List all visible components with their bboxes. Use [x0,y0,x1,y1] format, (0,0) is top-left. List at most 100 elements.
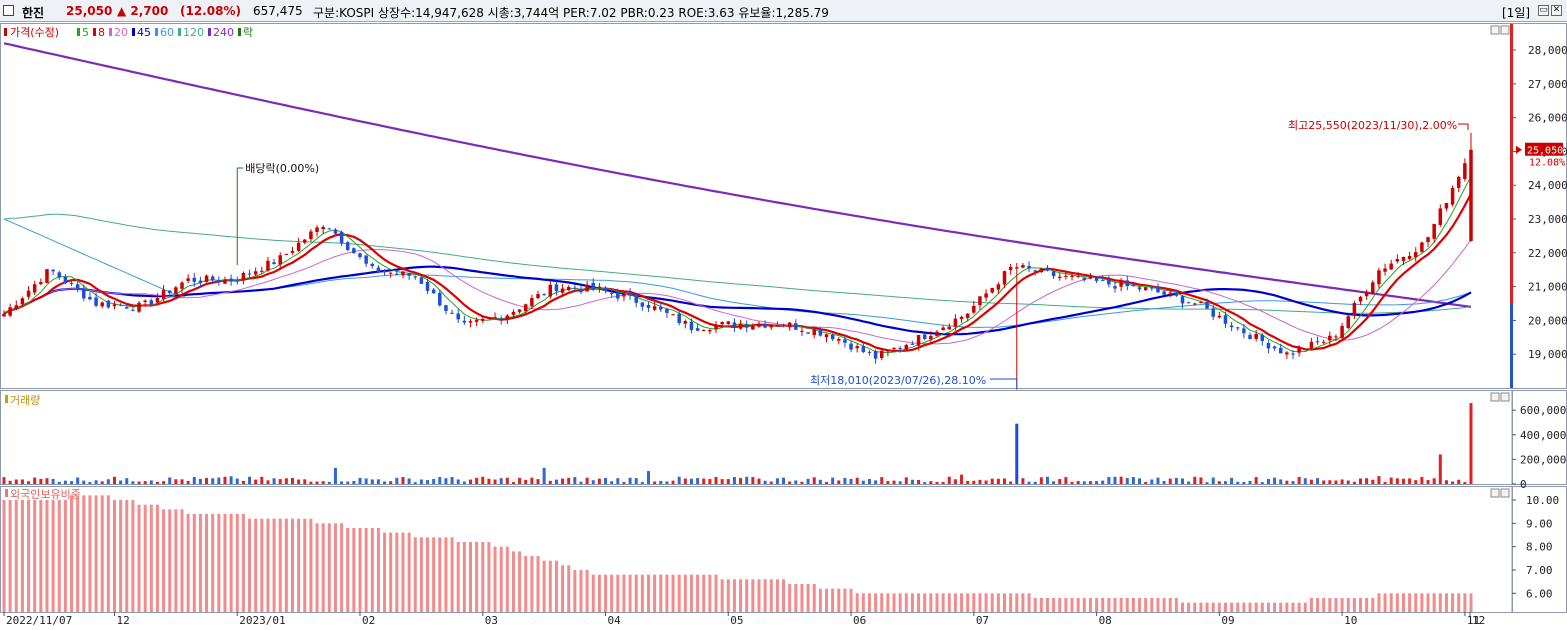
foreign-bar [254,518,258,612]
volume-bar [401,476,405,484]
candle [229,278,233,282]
price-range-bar [1510,24,1513,305]
foreign-bar [788,584,792,612]
volume-bar [610,481,614,484]
volume-bar [1420,476,1424,484]
volume-bar [162,481,166,484]
volume-bar [1150,479,1154,484]
legend-item-7: 240 [213,26,234,39]
candle [873,351,878,359]
volume-bar [1217,481,1221,484]
foreign-bar [1107,598,1111,612]
foreign-bar [1279,602,1283,612]
foreign-bar [917,593,921,612]
volume-bar [825,482,829,484]
volume-bar [106,479,110,484]
volume-bar [1205,482,1209,484]
candle [364,255,368,264]
volume-bar [1119,476,1123,484]
candle [904,344,909,350]
foreign-bar [1432,593,1436,612]
candle [2,313,6,317]
candle [701,329,706,331]
foreign-bar [757,579,761,612]
candle [1328,335,1332,341]
candle [609,292,614,294]
volume-bar [1181,478,1185,484]
candle [345,242,350,250]
foreign-bar [1328,598,1332,612]
candle [1039,268,1044,272]
candle [370,263,375,266]
foreign-bar [39,500,43,612]
foreign-bar [548,560,552,612]
volume-bar [775,478,779,484]
foreign-bar [413,537,417,612]
foreign-bar [290,518,294,612]
candle [82,288,86,299]
volume-bar [1297,476,1301,484]
foreign-bar [960,593,964,612]
select-checkbox[interactable] [3,5,14,16]
candle [75,284,80,289]
price-y-tick-label: 24,000 [1528,179,1567,192]
volume-bar [383,481,387,484]
candle [474,319,479,322]
candle [1186,302,1191,304]
candle [548,284,553,297]
candle [1051,271,1056,277]
candle [260,270,264,272]
close-icon[interactable]: ✕ [1551,5,1562,16]
volume-bar [1371,479,1375,484]
foreign-bar [874,593,878,612]
candle [1125,280,1130,287]
candle [51,269,55,272]
price-y-tick-label: 22,000 [1528,247,1567,260]
volume-bar [143,481,147,484]
volume-bar [1316,478,1320,484]
candle [910,343,915,345]
foreign-bar [1352,598,1356,612]
foreign-bar [782,579,786,612]
foreign-bar [726,579,730,612]
foreign-bar [462,542,466,612]
candle [972,305,976,313]
foreign-bar [941,593,945,612]
candle [339,232,344,244]
volume-bar [518,477,522,484]
period-label[interactable]: [1일] [1502,6,1531,20]
foreign-bar [769,579,773,612]
candle [1407,255,1412,259]
volume-bar [867,478,871,484]
foreign-bar [892,593,896,612]
volume-bar [1457,479,1461,484]
current-price-pointer [1516,145,1522,154]
candle [382,270,387,273]
candle [616,292,620,299]
candle [1217,315,1222,318]
foreign-bar [20,500,24,612]
volume-bar [972,480,976,484]
foreign-bar [579,570,583,612]
foreign-bar [321,523,325,612]
candle [1395,258,1400,262]
candle [855,346,859,349]
volume-panel-axis [1512,390,1567,485]
candle [628,293,632,296]
candle [352,248,356,254]
foreign-bar [100,495,104,612]
foreign-bar [597,574,601,612]
foreign-bar [309,518,313,612]
volume-bar [309,481,313,484]
volume-bar [1162,481,1166,484]
volume-bar [978,479,982,484]
candle [143,300,147,302]
candle [603,288,608,291]
restore-icon[interactable]: ▭ [1538,5,1549,16]
candle [192,277,197,282]
volume-bar [1052,481,1056,484]
candle [321,226,325,230]
foreign-bar [112,500,116,612]
foreign-bar [1125,598,1129,612]
